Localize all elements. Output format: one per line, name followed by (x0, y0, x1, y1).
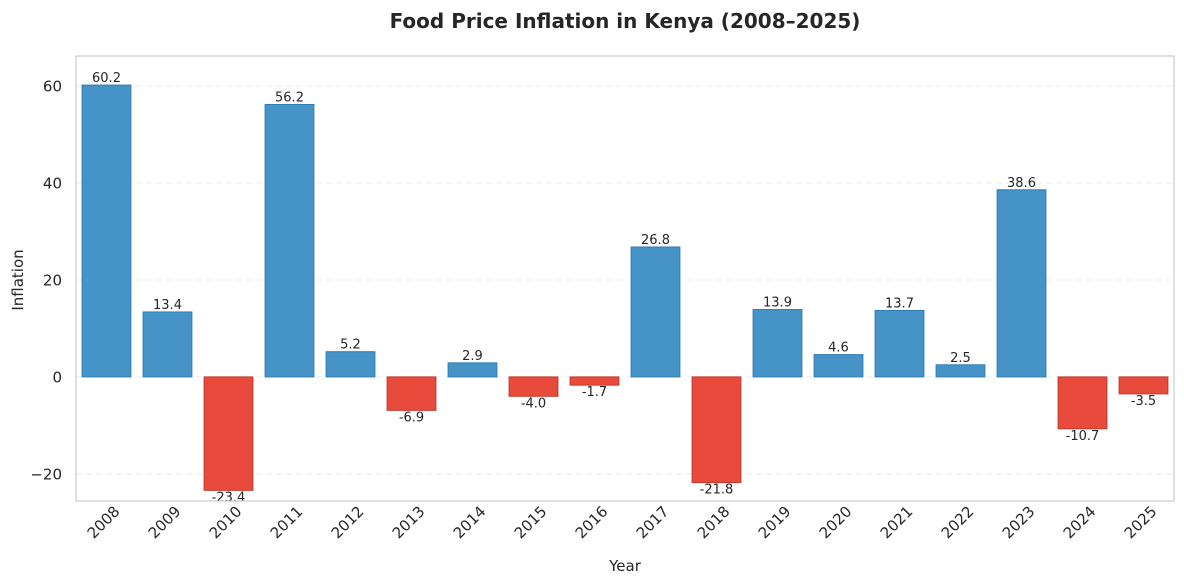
value-label-2015: -4.0 (521, 396, 546, 411)
value-label-2018: -21.8 (700, 483, 734, 498)
x-tick-label: 2011 (267, 502, 307, 542)
x-axis: 2008 2009 2010 2011 2012 2013 2014 2015 2016 2017… (84, 502, 1161, 542)
bar-2009 (142, 311, 193, 378)
y-tick-label: 0 (52, 368, 62, 386)
x-tick-label: 2019 (755, 502, 795, 542)
x-tick-label: 2018 (694, 502, 734, 542)
value-label-2024: -10.7 (1066, 429, 1100, 444)
bar-2022 (935, 364, 986, 378)
x-tick-label: 2023 (999, 502, 1039, 542)
y-tick-label: 20 (43, 271, 62, 289)
x-tick-label: 2013 (389, 502, 429, 542)
value-label-2009: 13.4 (153, 298, 182, 313)
value-label-2022: 2.5 (950, 351, 971, 366)
bars (81, 84, 1169, 491)
x-tick-label: 2012 (328, 502, 368, 542)
x-tick-label: 2024 (1060, 502, 1100, 542)
value-label-2011: 56.2 (275, 90, 304, 105)
bar-2023 (996, 189, 1047, 378)
bar-2021 (874, 309, 925, 378)
value-label-2010: -23.4 (212, 490, 246, 505)
bar-2008 (81, 84, 132, 378)
bar-2017 (630, 246, 681, 378)
bar-2018 (691, 376, 742, 484)
value-label-2017: 26.8 (641, 233, 670, 248)
value-label-2019: 13.9 (763, 296, 792, 311)
bar-2020 (813, 354, 864, 378)
y-tick-label: 60 (43, 78, 62, 96)
x-tick-label: 2014 (450, 502, 490, 542)
y-axis-label: Inflation (9, 249, 27, 310)
x-tick-label: 2021 (877, 502, 917, 542)
value-label-2014: 2.9 (462, 349, 483, 364)
value-label-2016: -1.7 (582, 385, 607, 400)
y-tick-label: 40 (43, 175, 62, 193)
bar-2014 (447, 362, 498, 378)
value-label-2008: 60.2 (92, 71, 121, 86)
x-tick-label: 2017 (633, 502, 673, 542)
x-tick-label: 2008 (84, 502, 124, 542)
bar-2016 (569, 376, 620, 386)
value-label-2025: -3.5 (1131, 394, 1156, 409)
x-tick-label: 2025 (1121, 502, 1161, 542)
bar-2012 (325, 351, 376, 378)
bar-2011 (264, 103, 315, 378)
x-tick-label: 2009 (145, 502, 185, 542)
value-label-2013: -6.9 (399, 410, 424, 425)
y-tick-label: −20 (30, 465, 62, 483)
bar-2024 (1057, 376, 1108, 430)
bar-2010 (203, 376, 254, 491)
value-labels: 60.2 13.4 -23.4 56.2 5.2 -6.9 2.9 -4.0 -1.7 26.8 -… (92, 71, 1156, 505)
x-tick-label: 2015 (511, 502, 551, 542)
bar-2013 (386, 376, 437, 411)
x-tick-label: 2022 (938, 502, 978, 542)
value-label-2021: 13.7 (885, 296, 914, 311)
x-tick-label: 2020 (816, 502, 856, 542)
bar-2019 (752, 309, 803, 378)
plot-frame (75, 55, 1175, 502)
chart-title: Food Price Inflation in Kenya (2008–2025… (390, 9, 861, 33)
bar-2015 (508, 376, 559, 397)
y-axis: 60 40 20 0 −20 (30, 78, 62, 484)
x-axis-label: Year (608, 557, 642, 575)
x-tick-label: 2016 (572, 502, 612, 542)
value-label-2020: 4.6 (828, 341, 849, 356)
gridlines (76, 85, 1174, 475)
value-label-2012: 5.2 (340, 338, 361, 353)
value-label-2023: 38.6 (1007, 176, 1036, 191)
bar-2025 (1118, 376, 1169, 395)
x-tick-label: 2010 (206, 502, 246, 542)
